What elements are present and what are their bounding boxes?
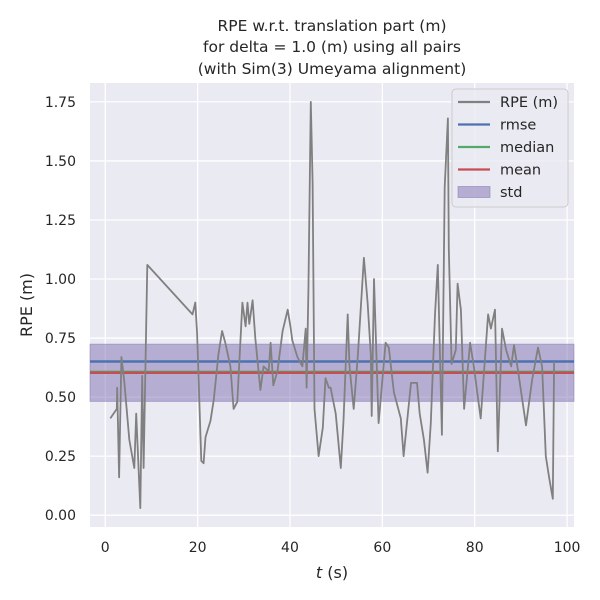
series bbox=[109, 101, 555, 510]
y-tick-label: 1.75 bbox=[45, 95, 76, 111]
y-axis-label: RPE (m) bbox=[17, 273, 36, 337]
tick-labels: 0 20 40 60 80 100 0.00 0.25 0.50 0.75 1.00 1.25 1.50… bbox=[45, 95, 581, 556]
legend-box bbox=[451, 88, 569, 208]
legend-label-rmse: rmse bbox=[500, 118, 536, 134]
y-tick-label: 1.50 bbox=[45, 154, 76, 170]
y-tick-label: 0.25 bbox=[45, 449, 76, 465]
x-axis-unit: (s) bbox=[322, 563, 348, 582]
chart-title-line-3: (with Sim(3) Umeyama alignment) bbox=[198, 60, 467, 78]
legend: RPE (m) rmse median mean std bbox=[451, 88, 569, 208]
x-axis-label: t (s) bbox=[316, 563, 348, 582]
legend-label-median: median bbox=[500, 140, 554, 156]
chart-title-line-1: RPE w.r.t. translation part (m) bbox=[217, 17, 446, 35]
y-tick-label: 0.00 bbox=[45, 508, 76, 524]
x-tick-label: 40 bbox=[281, 540, 299, 556]
y-tick-label: 1.25 bbox=[45, 213, 76, 229]
chart-title-line-2: for delta = 1.0 (m) using all pairs bbox=[203, 38, 461, 56]
x-tick-label: 0 bbox=[101, 540, 110, 556]
legend-label-std: std bbox=[500, 185, 522, 201]
rpe-series-line bbox=[109, 101, 555, 510]
x-tick-label: 100 bbox=[554, 540, 581, 556]
legend-swatch-std bbox=[457, 186, 491, 198]
y-tick-label: 0.75 bbox=[45, 331, 76, 347]
y-tick-label: 0.50 bbox=[45, 390, 76, 406]
legend-label-mean: mean bbox=[500, 163, 541, 179]
legend-label-rpe: RPE (m) bbox=[500, 95, 558, 111]
x-axis-var: t bbox=[316, 563, 323, 582]
x-tick-label: 60 bbox=[373, 540, 391, 556]
y-tick-label: 1.00 bbox=[45, 272, 76, 288]
x-tick-label: 20 bbox=[189, 540, 207, 556]
x-tick-label: 80 bbox=[466, 540, 484, 556]
